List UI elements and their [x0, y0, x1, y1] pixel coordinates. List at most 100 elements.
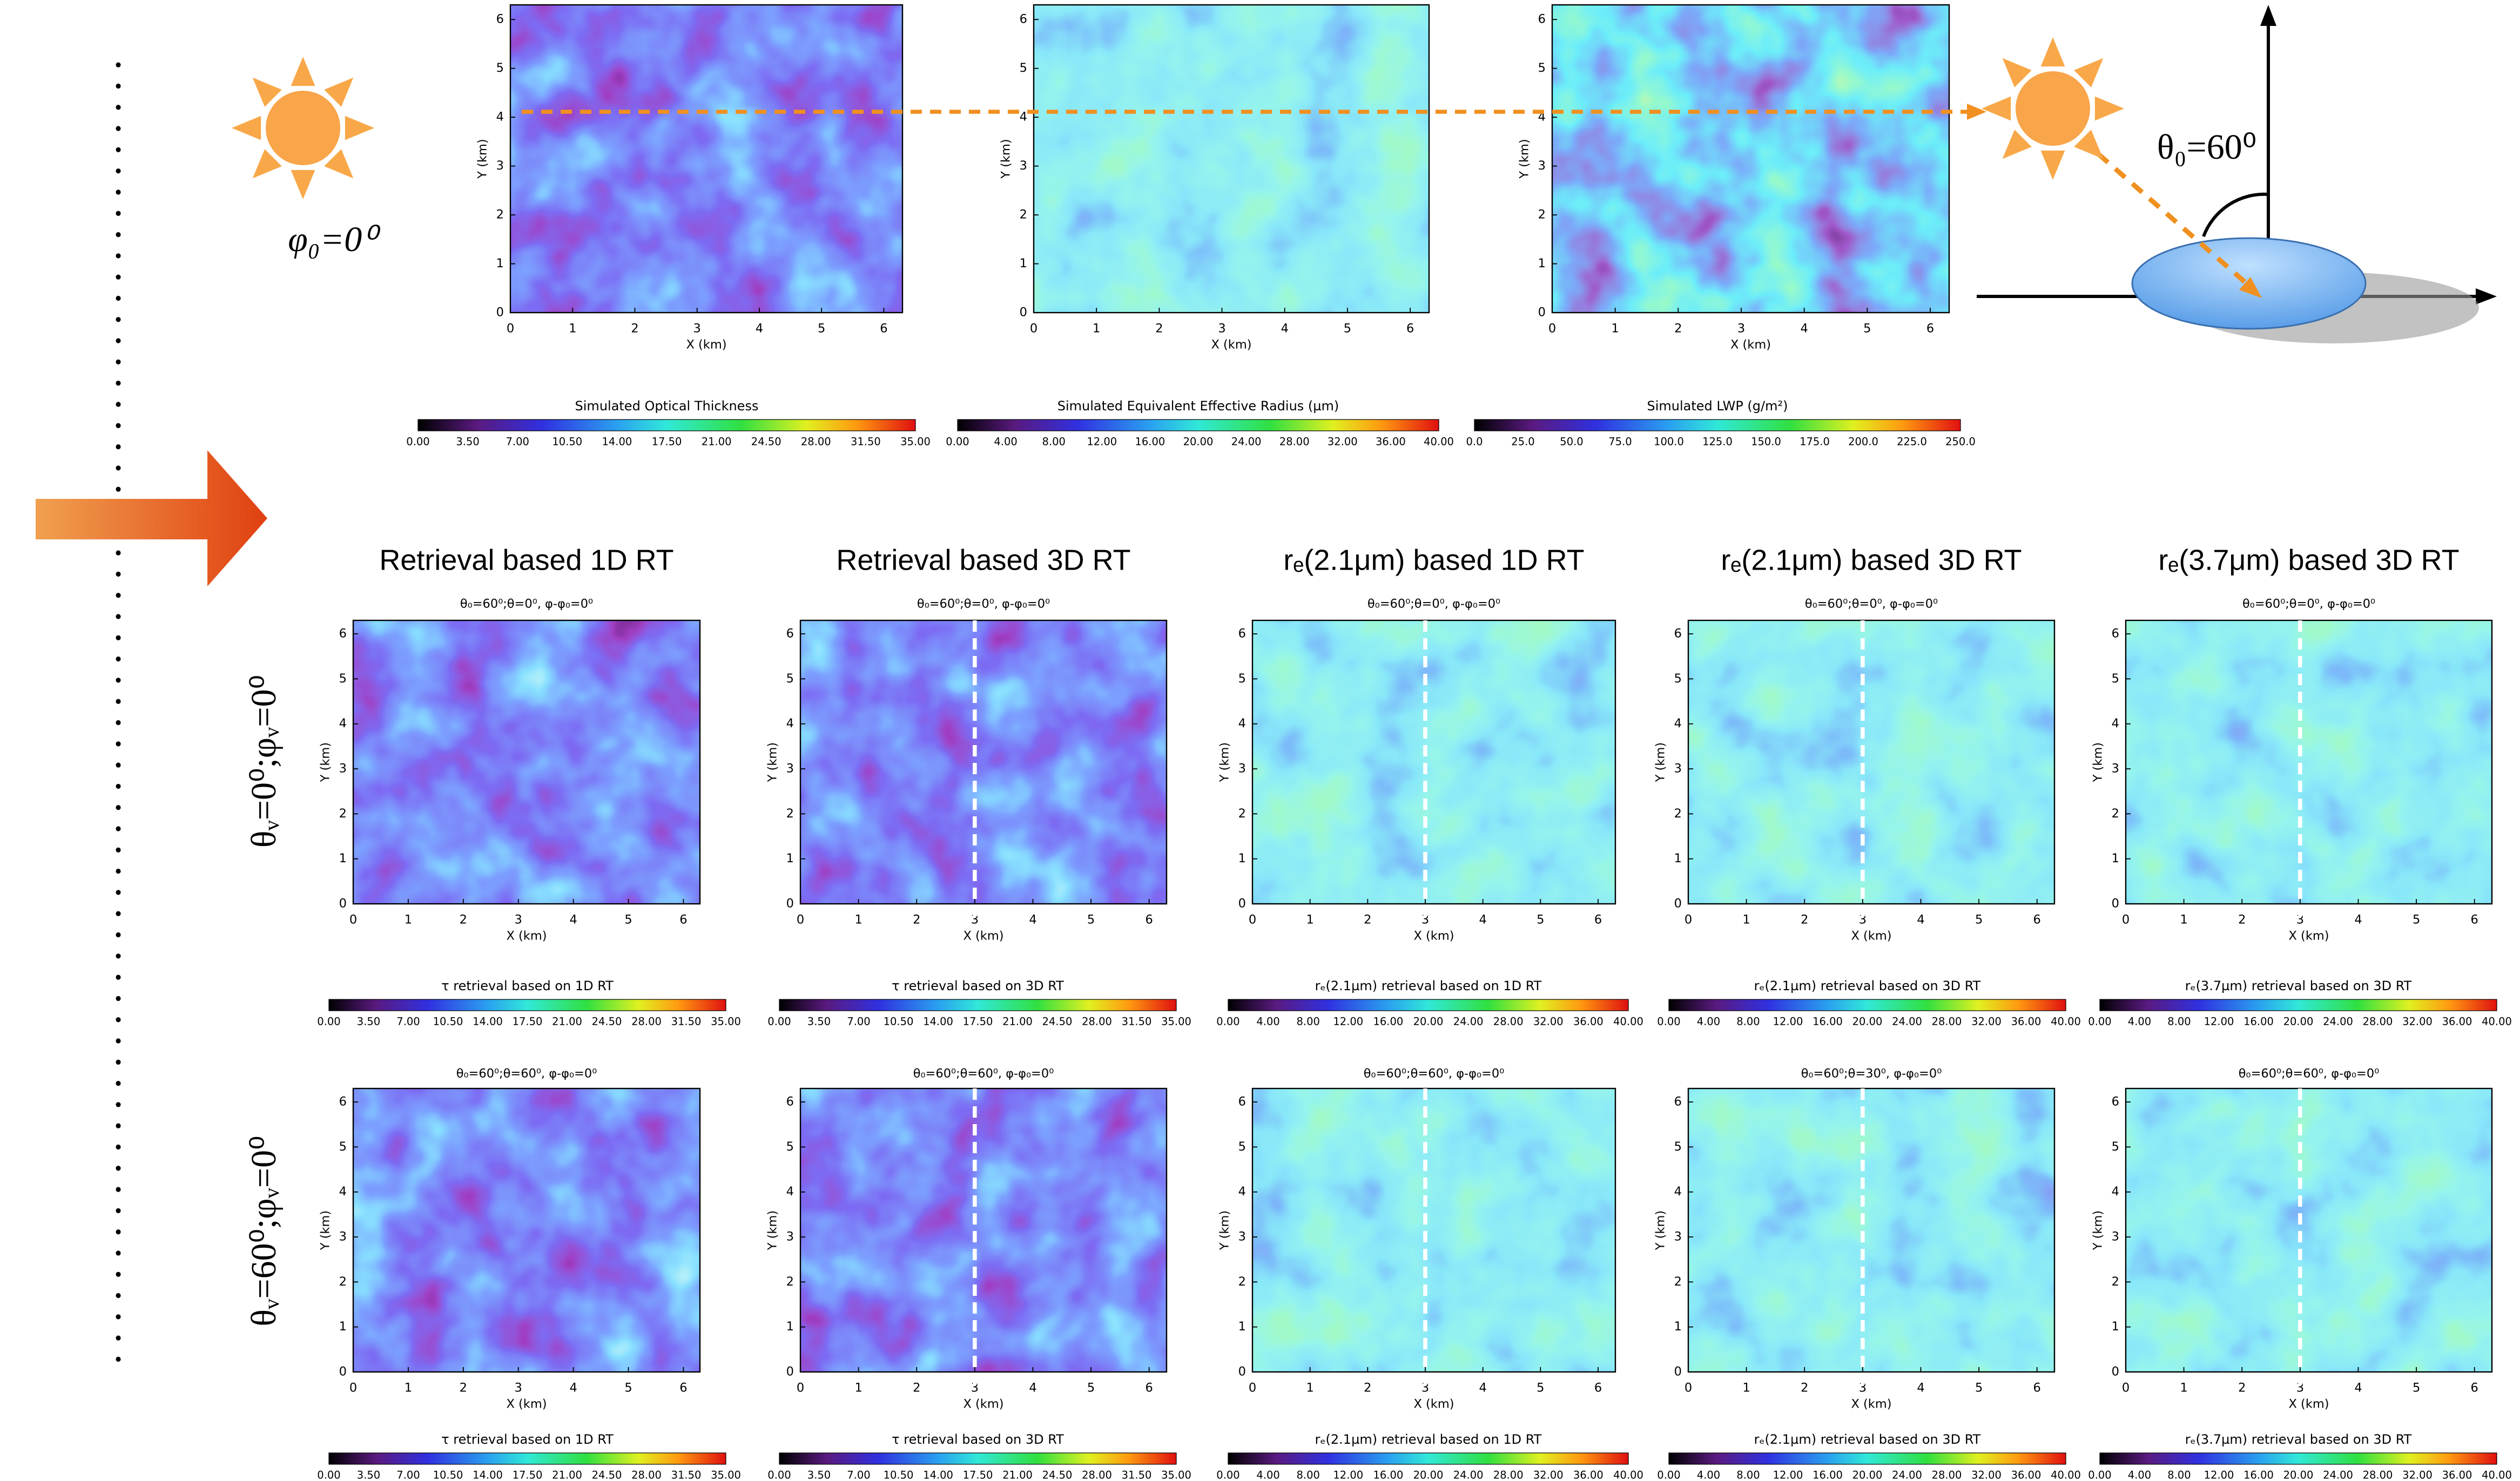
heatmap — [800, 620, 1167, 904]
x-tick-label: 5 — [1975, 913, 1983, 927]
x-tick-label: 0 — [2122, 1381, 2130, 1395]
y-axis-label: Y (km) — [319, 1211, 333, 1250]
column-title: rₑ(2.1μm) based 3D RT — [1721, 544, 2022, 576]
y-tick-label: 6 — [1238, 1095, 1246, 1109]
y-tick-label: 3 — [1674, 762, 1682, 776]
colorbar-tick-label: 24.00 — [2323, 1016, 2353, 1028]
colorbar-tick-label: 28.00 — [1932, 1016, 1962, 1028]
x-tick-label: 0 — [349, 913, 357, 927]
y-tick-label: 0 — [496, 306, 504, 320]
y-tick-label: 1 — [1674, 1320, 1682, 1334]
colorbar-tick-label: 125.0 — [1702, 436, 1733, 448]
x-tick-label: 6 — [1406, 322, 1414, 336]
x-tick-label: 5 — [624, 913, 632, 927]
geometry-diagram: θ₀=60⁰ — [1977, 5, 2497, 344]
colorbar-tick-label: 10.50 — [884, 1469, 914, 1481]
colorbar-tick-label: 28.00 — [1082, 1469, 1112, 1481]
colorbar-tick-label: 16.00 — [1373, 1016, 1403, 1028]
y-tick-label: 2 — [339, 1275, 347, 1289]
colorbar-tick-label: 8.00 — [2167, 1016, 2191, 1028]
sun-ray — [2097, 152, 2254, 290]
panel-subtitle: θ₀=60⁰;θ=60⁰, φ-φ₀=0⁰ — [913, 1067, 1054, 1081]
colorbar-tick-label: 0.00 — [2088, 1016, 2111, 1028]
colorbar-tick-label: 16.00 — [2243, 1469, 2274, 1481]
y-axis-label: Y (km) — [1518, 139, 1532, 179]
colorbar-tick-label: 3.50 — [456, 436, 479, 448]
colorbar-tick-label: 12.00 — [2204, 1016, 2234, 1028]
x-tick-label: 6 — [1146, 913, 1153, 927]
colorbar-tick-label: 0.00 — [1216, 1016, 1239, 1028]
x-tick-label: 2 — [460, 913, 467, 927]
heatmap — [1034, 5, 1430, 313]
y-tick-label: 3 — [786, 762, 794, 776]
y-tick-label: 5 — [1238, 1140, 1246, 1154]
colorbar-tick-label: 21.00 — [552, 1016, 582, 1028]
colorbar-tick-label: 20.00 — [1852, 1016, 1883, 1028]
colorbar-tick-label: 10.50 — [884, 1016, 914, 1028]
y-tick-label: 5 — [2112, 1140, 2119, 1154]
plot-frame — [352, 1087, 701, 1373]
colorbar-title: rₑ(2.1µm) retrieval based on 3D RT — [1754, 1432, 1981, 1447]
heatmap — [1252, 620, 1616, 904]
x-axis-label: X (km) — [686, 338, 726, 352]
colorbar-tick-label: 31.50 — [1122, 1016, 1152, 1028]
colorbar-tick-label: 32.00 — [1533, 1016, 1564, 1028]
y-tick-label: 0 — [2112, 1365, 2119, 1379]
panel-subtitle: θ₀=60⁰;θ=0⁰, φ-φ₀=0⁰ — [1367, 597, 1500, 611]
x-tick-label: 2 — [2238, 913, 2246, 927]
colorbar-tick-label: 14.00 — [923, 1469, 953, 1481]
y-tick-label: 6 — [2112, 627, 2119, 641]
y-tick-label: 5 — [1238, 672, 1246, 686]
colorbar-title: Simulated Equivalent Effective Radius (µ… — [1057, 398, 1339, 414]
y-tick-label: 2 — [1238, 807, 1246, 821]
colorbar-tick-label: 28.00 — [1082, 1016, 1112, 1028]
x-tick-label: 0 — [1685, 1381, 1692, 1395]
y-tick-label: 5 — [339, 672, 347, 686]
colorbar-tick-label: 40.00 — [2482, 1016, 2512, 1028]
sun-azimuth-label: φ₀=0⁰ — [288, 220, 381, 259]
y-tick-label: 6 — [496, 12, 504, 26]
x-tick-label: 0 — [1249, 1381, 1256, 1395]
sun-ray — [2074, 130, 2104, 159]
y-tick-label: 3 — [1238, 762, 1246, 776]
colorbar-tick-label: 0.00 — [2088, 1469, 2111, 1481]
y-tick-label: 4 — [1674, 1185, 1682, 1199]
colorbar-title: rₑ(2.1µm) retrieval based on 3D RT — [1754, 978, 1981, 993]
plot-frame — [1551, 4, 1950, 314]
x-tick-label: 5 — [1087, 1381, 1095, 1395]
sun-ray — [291, 57, 315, 86]
panel-subtitle: θ₀=60⁰;θ=0⁰, φ-φ₀=0⁰ — [917, 597, 1050, 611]
colorbar-tick-label: 4.00 — [1256, 1016, 1279, 1028]
colorbar-tick-label: 24.50 — [1042, 1016, 1073, 1028]
colorbar-tick-label: 4.00 — [1256, 1469, 1279, 1481]
y-tick-label: 4 — [496, 110, 504, 124]
colorbar-tick-label: 28.00 — [631, 1016, 662, 1028]
colorbar-tick-label: 10.50 — [552, 436, 582, 448]
y-tick-label: 2 — [786, 807, 794, 821]
y-tick-label: 1 — [496, 256, 504, 270]
colorbar-tick-label: 4.00 — [1697, 1469, 1720, 1481]
x-tick-label: 1 — [2180, 913, 2187, 927]
x-axis-label: X (km) — [963, 929, 1003, 943]
colorbar — [779, 999, 1177, 1011]
x-tick-label: 3 — [1218, 322, 1225, 336]
sun-ray — [2002, 58, 2032, 87]
colorbar-tick-label: 40.00 — [1613, 1016, 1643, 1028]
plot-frame — [2125, 1087, 2493, 1373]
x-tick-label: 0 — [349, 1381, 357, 1395]
colorbar-tick-label: 3.50 — [357, 1469, 380, 1481]
colorbar-tick-label: 32.00 — [2402, 1469, 2433, 1481]
sun-ray — [2074, 58, 2104, 87]
y-tick-label: 4 — [2112, 716, 2119, 731]
y-tick-label: 6 — [1538, 12, 1546, 26]
colorbar-tick-label: 24.50 — [1042, 1469, 1073, 1481]
x-tick-label: 2 — [1801, 1381, 1808, 1395]
colorbar — [1668, 999, 2066, 1011]
x-tick-label: 3 — [1737, 322, 1745, 336]
colorbar-tick-label: 28.00 — [2363, 1469, 2393, 1481]
y-tick-label: 0 — [339, 1365, 347, 1379]
x-tick-label: 1 — [1306, 913, 1314, 927]
colorbar-title: τ retrieval based on 3D RT — [892, 978, 1064, 993]
colorbar-tick-label: 8.00 — [1736, 1016, 1760, 1028]
y-tick-label: 6 — [1674, 1095, 1682, 1109]
